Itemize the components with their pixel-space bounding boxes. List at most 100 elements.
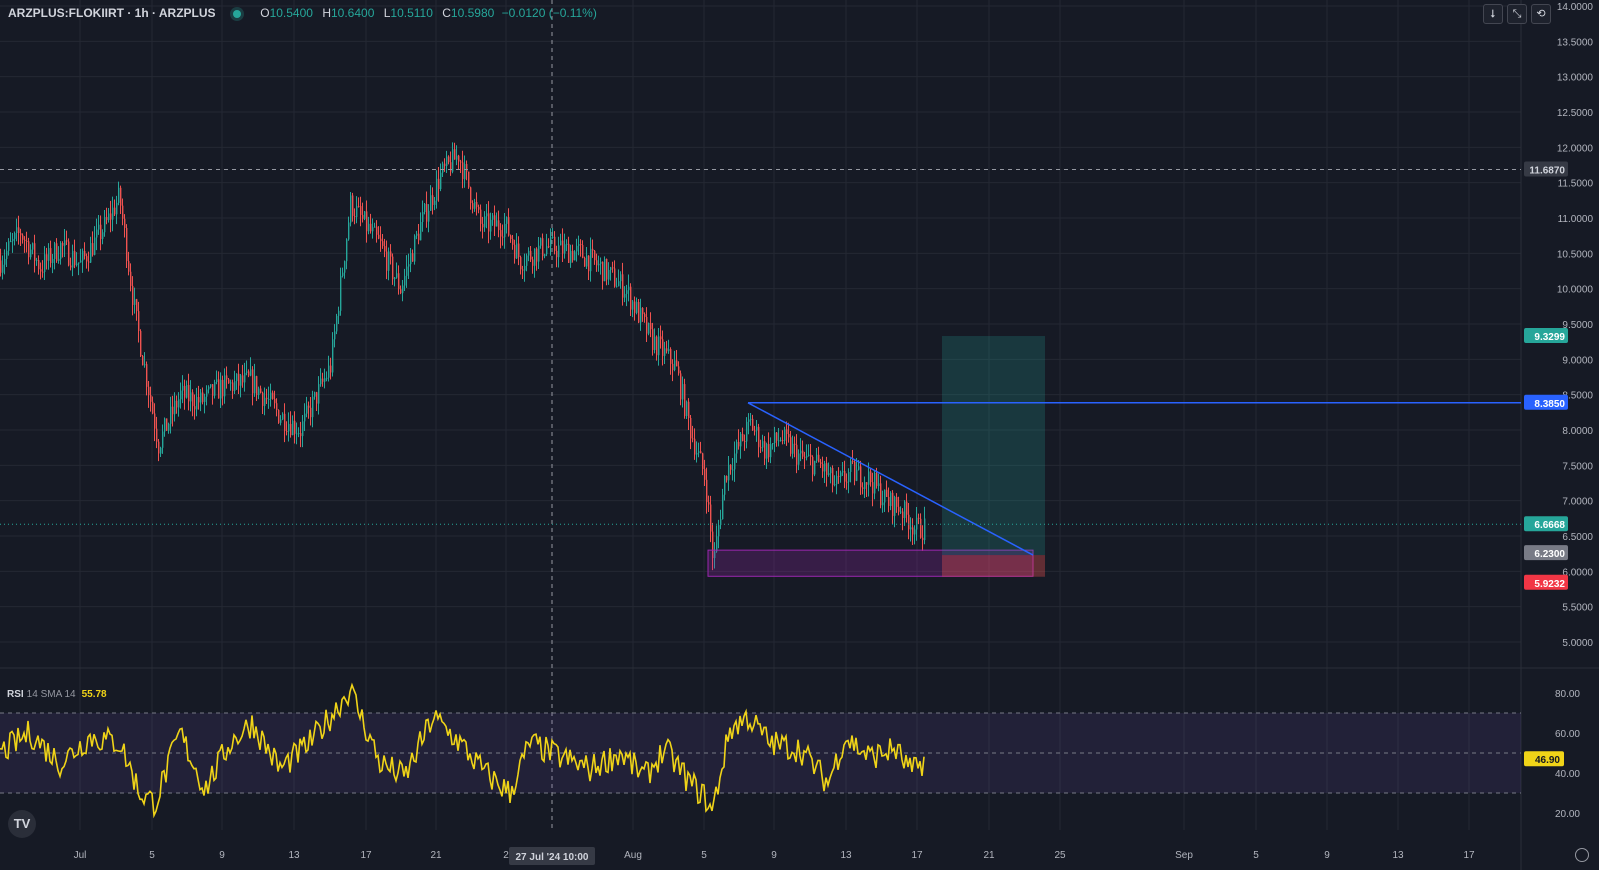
rsi-pane[interactable]	[0, 682, 1521, 819]
candle-body	[376, 226, 378, 235]
candle-body	[82, 250, 84, 261]
candle-body	[804, 456, 806, 458]
price-tick-label: 14.0000	[1557, 2, 1594, 13]
candle-body	[168, 423, 170, 431]
candle-body	[232, 382, 234, 391]
candle-body	[506, 217, 508, 224]
candle-body	[832, 467, 834, 486]
symbol-title[interactable]: ARZPLUS:FLOKIIRT · 1h · ARZPLUS	[8, 6, 216, 20]
candle-body	[384, 246, 386, 252]
candle-body	[594, 250, 596, 261]
candle-body	[216, 379, 218, 382]
candle-body	[638, 302, 640, 323]
candle-body	[768, 443, 770, 458]
candle-body	[36, 260, 38, 262]
price-tick-label: 7.5000	[1562, 461, 1593, 472]
candle-body	[500, 230, 502, 237]
rsi-legend[interactable]: RSI 14 SMA 14 55.78	[7, 689, 107, 700]
reset-icon[interactable]: ⟲	[1531, 4, 1551, 24]
candle-body	[814, 460, 816, 475]
candle-body	[288, 423, 290, 432]
candle-body	[430, 195, 432, 211]
candle-body	[716, 536, 718, 552]
candle-body	[138, 311, 140, 332]
fullscreen-icon[interactable]: ⤡	[1507, 4, 1527, 24]
price-label-text: 6.2300	[1534, 549, 1565, 560]
candle-body	[496, 220, 498, 227]
candle-body	[896, 497, 898, 507]
candle-body	[762, 441, 764, 448]
candle-body	[252, 369, 254, 394]
price-tick-label: 12.5000	[1557, 108, 1594, 119]
candle-body	[350, 195, 352, 223]
candle-body	[574, 251, 576, 261]
candle-body	[818, 454, 820, 463]
candle-body	[468, 171, 470, 188]
time-axis[interactable]: Jul 5 9 13 17 21 2 Aug 5 9 13 17 21 25 Sep 5 9 13 17 27 Jul…	[74, 847, 1475, 865]
price-label-entry	[1524, 545, 1568, 561]
candle-body	[266, 397, 268, 400]
price-axis[interactable]: 14.0000 13.5000 13.0000 12.5000 12.0000 11.50…	[1555, 2, 1593, 820]
candle-body	[456, 155, 458, 160]
candle-body	[70, 265, 72, 268]
candle-body	[750, 418, 752, 420]
candle-body	[568, 243, 570, 263]
candle-body	[482, 223, 484, 228]
candle-body	[162, 431, 164, 448]
tradingview-logo[interactable]: TV	[8, 810, 36, 838]
candle-body	[902, 511, 904, 518]
download-icon[interactable]: ⭣	[1483, 4, 1503, 24]
candle-body	[776, 432, 778, 441]
candle-body	[734, 453, 736, 470]
candle-body	[858, 466, 860, 470]
price-pane[interactable]	[0, 142, 926, 571]
candle-body	[712, 531, 714, 559]
candle-body	[908, 514, 910, 530]
price-tick-label: 5.0000	[1562, 638, 1593, 649]
candle-body	[170, 406, 172, 424]
crosshair-time-label: 27 Jul '24 10:00	[516, 852, 589, 863]
candle-body	[302, 421, 304, 437]
candle-body	[10, 241, 12, 243]
candle-body	[18, 227, 20, 234]
candle-body	[54, 243, 56, 259]
candle-body	[808, 454, 810, 456]
settings-gear-icon[interactable]	[1575, 848, 1589, 862]
price-tick-label: 6.0000	[1562, 567, 1593, 578]
candle-body	[246, 371, 248, 373]
candle-body	[124, 218, 126, 228]
candle-body	[218, 379, 220, 399]
candle-body	[142, 356, 144, 366]
drawings-layer[interactable]	[0, 0, 1521, 830]
candle-body	[700, 451, 702, 454]
candle-body	[390, 251, 392, 257]
candle-body	[154, 413, 156, 429]
price-tick-label: 9.5000	[1562, 320, 1593, 331]
candle-body	[888, 497, 890, 507]
candle-body	[234, 381, 236, 391]
candle-body	[242, 375, 244, 383]
candle-body	[606, 258, 608, 280]
candle-body	[758, 426, 760, 448]
candle-body	[588, 255, 590, 272]
candle-body	[72, 250, 74, 268]
candle-body	[210, 384, 212, 387]
candle-body	[330, 365, 332, 373]
candle-body	[644, 314, 646, 318]
candle-body	[166, 418, 168, 431]
price-tick-label: 13.0000	[1557, 73, 1594, 84]
candle-body	[406, 266, 408, 276]
candle-body	[6, 250, 8, 259]
candle-body	[894, 497, 896, 516]
candle-body	[150, 395, 152, 402]
candle-body	[732, 469, 734, 471]
candle-body	[400, 289, 402, 294]
candle-body	[346, 239, 348, 262]
candle-body	[702, 453, 704, 470]
candle-body	[50, 248, 52, 264]
candle-body	[450, 162, 452, 172]
candle-body	[486, 213, 488, 217]
candle-body	[112, 207, 114, 220]
